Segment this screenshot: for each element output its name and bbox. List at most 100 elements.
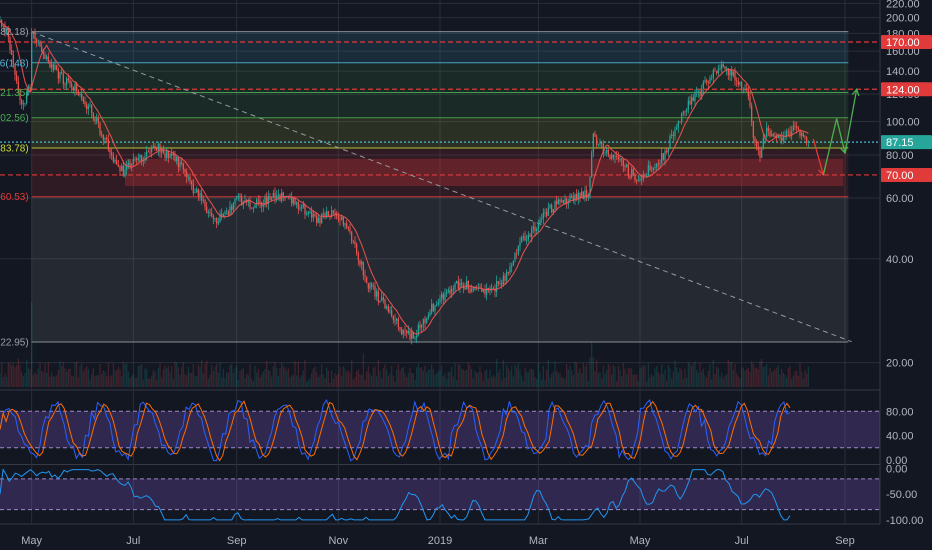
volume-bar (294, 361, 296, 387)
candle-body (492, 288, 494, 290)
candle-body (701, 88, 703, 96)
candle-body (782, 135, 784, 141)
volume-bar (362, 353, 364, 387)
volume-bar (562, 377, 564, 387)
volume-bar (221, 377, 223, 387)
candle-body (202, 199, 204, 201)
candle-body (354, 241, 356, 245)
volume-bar (797, 375, 799, 387)
horizontal-levels[interactable] (0, 41, 880, 176)
volume-bar (126, 363, 128, 387)
price-axis-label: 60.00 (886, 193, 914, 205)
candle-body (11, 50, 13, 55)
candle-body (41, 46, 43, 52)
candle-body (91, 105, 93, 114)
volume-bar (441, 366, 443, 387)
candle-body (427, 315, 429, 319)
volume-bar (734, 363, 736, 387)
volume-bar (191, 372, 193, 387)
volume-bar (726, 374, 728, 387)
volume-bar (227, 372, 229, 387)
candle-body (102, 134, 104, 140)
volume-bar (782, 372, 784, 387)
candle-body (641, 179, 643, 180)
candle-body (297, 202, 299, 210)
candle-body (772, 134, 774, 136)
candle-body (292, 198, 294, 204)
volume-bar (177, 367, 179, 387)
candle-body (374, 286, 376, 297)
fib-band (31, 31, 849, 63)
volume-bar (94, 375, 96, 387)
descending-trend-line[interactable] (31, 31, 852, 343)
volume-bar (491, 376, 493, 387)
projection-segment[interactable] (822, 118, 838, 176)
candle-body (417, 324, 419, 336)
candle-body (14, 64, 16, 75)
volume-bar (687, 362, 689, 387)
candle-body (709, 78, 711, 84)
time-axis[interactable]: May Jul Sep Nov 2019 Mar May Jul Sep (21, 535, 855, 547)
candle-body (362, 261, 364, 276)
candle-body (542, 212, 544, 219)
volume-bar (252, 381, 254, 387)
candle-body (274, 193, 276, 199)
volume-bar (514, 364, 516, 387)
fibonacci-retracement[interactable] (31, 31, 849, 343)
candle-body (166, 150, 168, 159)
trend-line[interactable] (31, 31, 852, 343)
volume-bar (351, 360, 353, 387)
candle-body (162, 150, 164, 153)
williams-r-pane[interactable]: 0.00 -50.00 -100.00 (0, 464, 923, 527)
candle-body (252, 207, 254, 209)
projection-segment[interactable] (836, 118, 846, 154)
candle-body (552, 209, 554, 213)
volume-bar (612, 365, 614, 387)
volume-bar (702, 368, 704, 387)
volume-bar (179, 374, 181, 387)
volume-bar (349, 372, 351, 387)
candle-body (371, 283, 373, 287)
projection-arrows[interactable] (812, 87, 860, 177)
candle-body (344, 223, 346, 225)
volume-bar (696, 369, 698, 387)
candle-body (237, 195, 239, 198)
volume-bar (492, 374, 494, 387)
volume-bar (611, 374, 613, 387)
volume-bar (622, 362, 624, 387)
oscillator-axis-label: -100.00 (886, 515, 923, 527)
price-tag-label: 170.00 (886, 37, 920, 49)
candle-body (44, 54, 46, 60)
volume-bar (347, 370, 349, 387)
time-axis-label: Nov (329, 535, 349, 547)
candle-body (547, 207, 549, 216)
volume-bar (534, 376, 536, 387)
candle-body (159, 143, 161, 153)
support-zone-rect[interactable] (125, 158, 844, 187)
candle-body (464, 288, 466, 290)
candle-body (24, 102, 26, 104)
candle-body (62, 73, 64, 84)
volume-bar (526, 371, 528, 387)
volume-bar (481, 372, 483, 387)
volume-bar (242, 368, 244, 387)
volume-bar (634, 374, 636, 387)
candle-body (154, 145, 156, 149)
candle-body (664, 150, 666, 160)
candle-body (106, 137, 108, 139)
volume-bar (646, 381, 648, 387)
stochastic-rsi-pane[interactable]: 80.00 40.00 0.00 (0, 399, 914, 467)
candle-body (209, 212, 211, 213)
candle-body (544, 211, 546, 213)
volume-bar (774, 369, 776, 387)
volume-bar (307, 380, 309, 387)
candle-body (676, 127, 678, 130)
projection-segment[interactable] (812, 138, 824, 176)
candle-body (39, 41, 41, 47)
support-zone[interactable] (125, 158, 844, 187)
projection-segment[interactable] (844, 89, 858, 154)
volume-bar (609, 366, 611, 387)
candle-body (214, 218, 216, 219)
candle-body (529, 234, 531, 237)
